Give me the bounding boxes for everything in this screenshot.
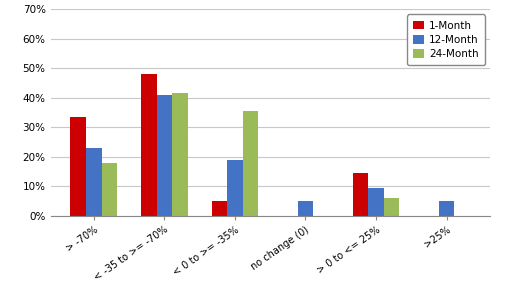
Bar [352, 173, 368, 216]
Bar [212, 201, 227, 216]
Bar [439, 201, 454, 216]
Bar [141, 74, 157, 216]
Bar [227, 160, 243, 216]
Bar [297, 201, 313, 216]
Bar [384, 198, 399, 216]
Bar [157, 95, 172, 216]
Bar [71, 117, 86, 216]
Legend: 1-Month, 12-Month, 24-Month: 1-Month, 12-Month, 24-Month [407, 14, 485, 65]
Bar [243, 111, 258, 216]
Bar [86, 148, 102, 216]
Bar [172, 93, 188, 216]
Bar [102, 163, 117, 216]
Bar [368, 188, 384, 216]
